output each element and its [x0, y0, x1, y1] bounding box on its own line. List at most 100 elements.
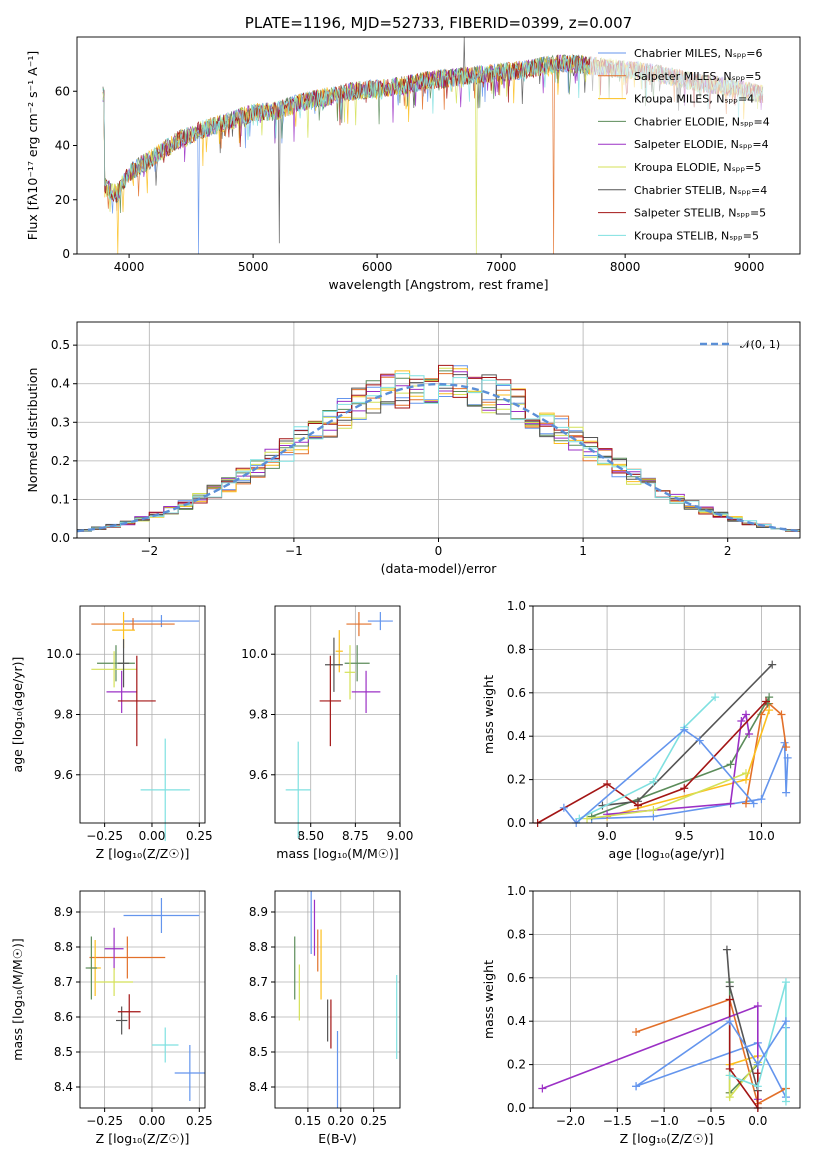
y-tick-label: 8.4: [249, 1080, 268, 1094]
y-tick-label: 8.7: [54, 975, 73, 989]
axes-frame: [532, 890, 801, 1109]
plus-marker: [680, 784, 689, 793]
y-axis-label: age [log₁₀(age/yr)]: [10, 657, 25, 773]
y-tick-label: 1.0: [507, 599, 526, 613]
plus-marker: [632, 1028, 641, 1037]
plus-marker: [768, 660, 777, 669]
plus-marker: [782, 743, 791, 752]
x-tick-label: 8000: [610, 260, 641, 274]
plus-marker: [649, 805, 658, 814]
x-tick-label: 0.00: [139, 1114, 166, 1128]
plus-marker: [632, 1082, 641, 1091]
plot-area: [533, 891, 800, 1108]
x-tick-label: 0.0: [748, 1114, 767, 1128]
plus-marker: [559, 803, 568, 812]
axes-frame: [76, 36, 801, 255]
x-axis-label: Z [log₁₀(Z/Z☉)]: [620, 1131, 714, 1146]
x-tick-label: 9.0: [598, 829, 617, 843]
plus-marker: [757, 795, 766, 804]
y-tick-label: 0.2: [507, 1058, 526, 1072]
plus-marker: [726, 760, 735, 769]
x-tick-label: −0.5: [696, 1114, 725, 1128]
legend-label: 𝒩(0, 1): [740, 338, 780, 351]
y-tick-label: 9.6: [54, 768, 73, 782]
weight-series: [635, 998, 787, 1105]
y-tick-label: 0.3: [51, 415, 70, 429]
plus-marker: [765, 693, 774, 702]
weight-vs-Z-panel: −2.0 −1.5 −1.0 −0.5 0.0 0.0 0.2 0.4 0.6 0.8 1.0 Z […: [481, 884, 801, 1146]
y-tick-label: 10.0: [241, 647, 268, 661]
y-tick-label: 0.8: [507, 927, 526, 941]
x-tick-label: 8.75: [342, 829, 369, 843]
x-axis-label: Z [log₁₀(Z/Z☉)]: [96, 1131, 190, 1146]
y-tick-label: 0.4: [507, 729, 526, 743]
x-tick-label: 0.25: [360, 1114, 387, 1128]
legend-label: Salpeter MILES, Nₛₚₚ=5: [634, 70, 761, 83]
y-tick-label: 0.4: [51, 377, 70, 391]
plus-marker: [753, 1002, 762, 1011]
y-tick-label: 9.8: [249, 708, 268, 722]
plus-marker: [603, 779, 612, 788]
plus-marker: [762, 697, 771, 706]
plus-marker: [783, 753, 792, 762]
y-tick-label: 0.0: [507, 816, 526, 830]
plus-marker: [695, 736, 704, 745]
x-axis-label: (data-model)/error: [381, 561, 498, 576]
histogram-series: [77, 373, 800, 532]
plus-marker: [725, 1093, 734, 1102]
y-tick-label: 0.1: [51, 492, 70, 506]
plus-marker: [725, 995, 734, 1004]
mass-vs-Z-panel: −0.25 0.00 0.25 8.4 8.5 8.6 8.7 8.8 8.9 Z [log₁₀(…: [10, 890, 213, 1146]
plus-marker: [741, 710, 750, 719]
legend-label: Salpeter STELIB, Nₛₚₚ=5: [634, 207, 766, 220]
residuals-panel: −2 −1 0 1 2 0.0 0.1 0.2 0.3 0.4 0.5 (data-model)/er…: [25, 321, 801, 576]
weight-vs-age-panel: 9.0 9.5 10.0 0.0 0.2 0.4 0.6 0.8 1.0 age [log₁₀(a…: [481, 599, 801, 861]
y-tick-label: 8.6: [249, 1010, 268, 1024]
x-tick-label: 0.25: [186, 1114, 213, 1128]
x-tick-label: 6000: [362, 260, 393, 274]
plot-area: [533, 606, 800, 823]
legend-label: Kroupa ELODIE, Nₛₚₚ=5: [634, 161, 761, 174]
x-tick-label: 0.00: [139, 829, 166, 843]
y-tick-label: 8.6: [54, 1010, 73, 1024]
plus-marker: [649, 777, 658, 786]
plus-marker: [725, 982, 734, 991]
x-tick-label: 4000: [114, 260, 145, 274]
x-tick-label: 0.25: [186, 829, 213, 843]
x-tick-label: 9.5: [675, 829, 694, 843]
plus-marker: [726, 799, 735, 808]
weight-series: [728, 999, 759, 1111]
weight-series: [578, 696, 716, 820]
legend-label: Kroupa STELIB, Nₛₚₚ=5: [634, 229, 759, 242]
plus-marker: [777, 710, 786, 719]
axes-frame: [79, 605, 206, 824]
y-tick-label: 60: [55, 84, 70, 98]
y-axis-label: mass weight: [481, 675, 496, 754]
histogram-series: [77, 364, 800, 532]
plus-marker: [781, 1097, 790, 1106]
plus-marker: [781, 978, 790, 987]
plus-marker: [753, 1060, 762, 1069]
y-tick-label: 8.4: [54, 1080, 73, 1094]
weight-series: [635, 1020, 787, 1087]
axes-frame: [532, 605, 801, 824]
plus-marker: [745, 730, 754, 739]
x-tick-label: 0: [435, 544, 443, 558]
y-tick-label: 0.6: [507, 971, 526, 985]
plus-marker: [741, 769, 750, 778]
plot-area: [80, 891, 205, 1108]
plus-marker: [583, 814, 592, 823]
legend-label: Kroupa MILES, Nₛₚₚ=4: [634, 93, 754, 106]
y-tick-label: 9.8: [54, 708, 73, 722]
x-tick-label: 0.20: [327, 1114, 354, 1128]
mass-vs-EBV-panel: 0.15 0.20 0.25 8.4 8.5 8.6 8.7 8.8 8.9 E(B-V): [249, 890, 401, 1146]
x-tick-label: 9000: [734, 260, 765, 274]
y-tick-label: 0.8: [507, 642, 526, 656]
y-tick-label: 9.6: [249, 768, 268, 782]
plus-marker: [680, 725, 689, 734]
plus-marker: [538, 1084, 547, 1093]
plus-marker: [781, 1017, 790, 1026]
y-tick-label: 0.4: [507, 1014, 526, 1028]
weight-series: [591, 742, 789, 820]
legend-label: Chabrier ELODIE, Nₛₚₚ=4: [634, 115, 770, 128]
